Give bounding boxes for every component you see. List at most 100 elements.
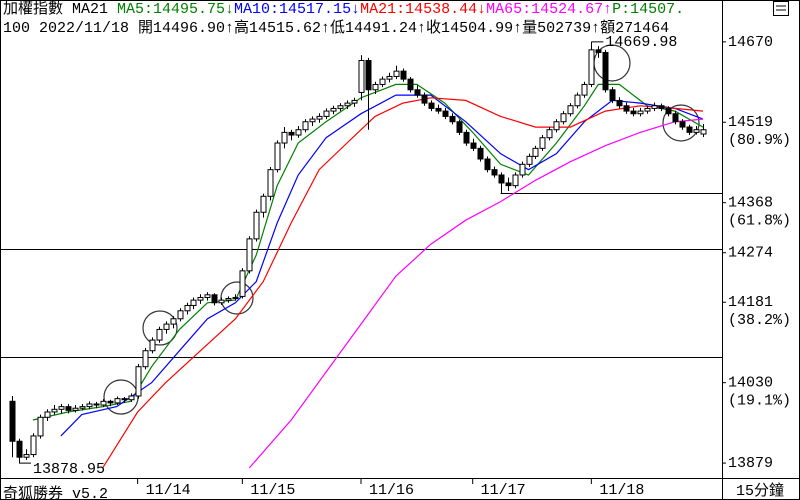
candle-body: [595, 49, 602, 53]
y-tick-label: 14030: [728, 375, 773, 392]
candle-body: [519, 163, 526, 176]
ma-line: [102, 97, 704, 469]
annotation: 13878.95: [33, 461, 105, 478]
candle-body: [149, 339, 156, 352]
candle-body: [588, 49, 595, 85]
candle-body: [302, 121, 309, 131]
x-tick-label: 11/14: [146, 482, 191, 499]
y-tick-label: 14274: [728, 245, 773, 262]
candle-body: [442, 110, 449, 117]
candle-body: [616, 99, 623, 107]
header-segment: 加權指數 MA21: [3, 0, 108, 18]
header-segment: MA10:14517.15↓: [234, 1, 360, 18]
candle-body: [539, 137, 546, 149]
candle-body: [693, 129, 700, 133]
candle-body: [267, 169, 274, 197]
candle-body: [351, 99, 358, 104]
candle-body: [204, 294, 211, 298]
candle-body: [177, 310, 184, 320]
header-line2: 100 2022/11/18 開14496.90↑高14515.62↑低1449…: [3, 19, 669, 37]
candle-body: [197, 296, 204, 301]
candle-body: [288, 131, 295, 136]
x-tick-label: 11/16: [369, 482, 414, 499]
candle-body: [470, 142, 477, 149]
header-segment: P:14507.: [612, 1, 684, 18]
candle-body: [344, 102, 351, 107]
candle-body: [449, 115, 456, 123]
candle-body: [337, 105, 344, 109]
candle-body: [58, 406, 65, 410]
candle-body: [170, 318, 177, 325]
candle-body: [609, 89, 616, 101]
candle-body: [477, 147, 484, 160]
y-tick-label: 14670: [728, 34, 773, 51]
candle-body: [23, 454, 30, 458]
candle-body: [295, 129, 302, 136]
candle-body: [246, 238, 253, 272]
ma-line: [32, 83, 704, 421]
y-tick-label: 14519: [728, 114, 773, 131]
x-tick-label: 11/15: [250, 482, 295, 499]
window-icon[interactable]: [773, 1, 789, 16]
y-tick-label: 14181: [728, 294, 773, 311]
candle-body: [9, 400, 16, 442]
candle-body: [232, 296, 239, 300]
candle-body: [114, 398, 121, 404]
candle-body: [456, 121, 463, 133]
y-tick-note: (19.1%): [728, 393, 791, 410]
candle-body: [16, 440, 23, 458]
candle-body: [623, 105, 630, 112]
x-tick-label: 11/17: [481, 482, 526, 499]
candle-body: [100, 400, 107, 406]
candle-body: [658, 105, 665, 109]
candle-body: [79, 406, 86, 409]
candle-body: [700, 129, 707, 135]
candle-body: [260, 195, 267, 213]
candle-body: [107, 400, 114, 404]
candle-body: [679, 121, 686, 128]
candle-body: [142, 350, 149, 368]
header-line1: 加權指數 MA21 MA5:14495.75↓MA10:14517.15↓MA21…: [3, 0, 684, 18]
candle-body: [393, 70, 400, 77]
candle-body: [379, 78, 386, 85]
candle-body: [309, 118, 316, 123]
candle-body: [211, 294, 218, 304]
candle-body: [532, 147, 539, 157]
candle-body: [72, 407, 79, 411]
candle-body: [316, 115, 323, 120]
candle-body: [435, 107, 442, 112]
candle-body: [372, 83, 379, 91]
header-segment: MA21:14538.44↓: [360, 1, 486, 18]
candle-body: [44, 411, 51, 418]
candle-body: [121, 398, 128, 401]
candle-body: [567, 105, 574, 115]
brand: 奇狐勝券 v5.2: [3, 485, 108, 500]
candle-body: [630, 110, 637, 115]
candle-body: [651, 105, 658, 109]
candle-body: [323, 110, 330, 117]
candle-body: [274, 142, 281, 171]
candle-body: [428, 102, 435, 109]
candle-body: [86, 403, 93, 408]
candle-body: [637, 110, 644, 115]
candle-body: [30, 435, 37, 456]
y-tick-note: (80.9%): [728, 132, 791, 149]
candle-body: [414, 89, 421, 96]
candle-body: [218, 299, 225, 304]
candle-body: [65, 406, 72, 411]
candle-body: [190, 299, 197, 306]
candle-body: [560, 113, 567, 123]
candle-body: [581, 83, 588, 96]
ma-line: [60, 94, 704, 437]
candle-body: [686, 126, 693, 133]
candle-body: [225, 298, 232, 301]
candle-body: [512, 174, 519, 187]
candle-body: [484, 158, 491, 171]
candle-body: [51, 408, 58, 413]
annotation: 14669.98: [605, 34, 677, 51]
candle-body: [93, 403, 100, 406]
candle-body: [526, 155, 533, 165]
y-tick-note: (61.8%): [728, 213, 791, 230]
candle-body: [358, 59, 365, 93]
